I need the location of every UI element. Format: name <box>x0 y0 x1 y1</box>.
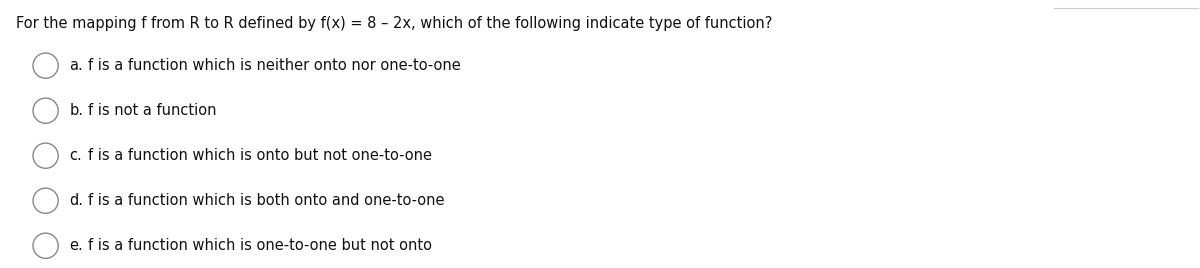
Text: f is a function which is both onto and one-to-one: f is a function which is both onto and o… <box>88 193 444 208</box>
Text: b.: b. <box>70 103 84 118</box>
Text: c.: c. <box>70 148 83 163</box>
Text: e.: e. <box>70 238 83 253</box>
Text: d.: d. <box>70 193 84 208</box>
Text: f is not a function: f is not a function <box>88 103 216 118</box>
Text: f is a function which is neither onto nor one-to-one: f is a function which is neither onto no… <box>88 58 461 73</box>
Text: f is a function which is one-to-one but not onto: f is a function which is one-to-one but … <box>88 238 432 253</box>
Text: a.: a. <box>70 58 83 73</box>
Text: f is a function which is onto but not one-to-one: f is a function which is onto but not on… <box>88 148 432 163</box>
Text: For the mapping f from R to R defined by f(x) = 8 – 2x, which of the following i: For the mapping f from R to R defined by… <box>16 16 772 31</box>
